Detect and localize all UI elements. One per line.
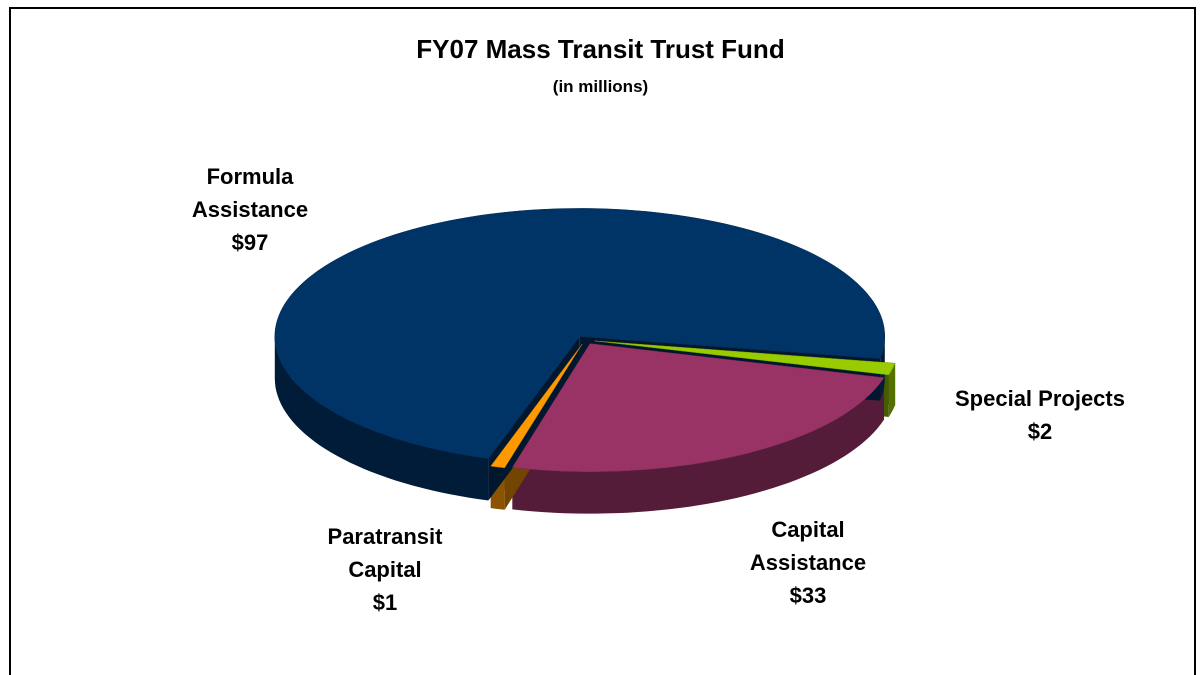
slice-outer-side [888, 363, 896, 417]
pie-slice [511, 343, 885, 472]
chart-border [9, 7, 1196, 675]
slice-label: Capital Assistance $33 [728, 513, 888, 612]
slice-value-label: $1 [372, 590, 398, 615]
pie-tops [274, 208, 896, 472]
slice-label: Special Projects $2 [910, 382, 1170, 448]
slice-outer-side [512, 377, 884, 514]
slice-category: Capital Assistance [749, 517, 867, 575]
chart-subtitle: (in millions) [552, 77, 649, 96]
slice-category: Paratransit Capital [327, 524, 443, 582]
pie-slice [490, 343, 583, 469]
slice-category: Special Projects [955, 386, 1125, 411]
slice-value-label: $33 [789, 583, 827, 608]
slice-value-label: $2 [1027, 419, 1053, 444]
slice-label: Paratransit Capital $1 [305, 520, 465, 619]
pie-slice [594, 340, 896, 376]
slice-label: Formula Assistance $97 [175, 160, 325, 259]
slice-category: Formula Assistance [191, 164, 309, 222]
chart-title: FY07 Mass Transit Trust Fund [416, 34, 785, 64]
slice-value-label: $97 [231, 230, 269, 255]
pie-slice [274, 208, 886, 459]
slice-outer-side [274, 336, 489, 501]
